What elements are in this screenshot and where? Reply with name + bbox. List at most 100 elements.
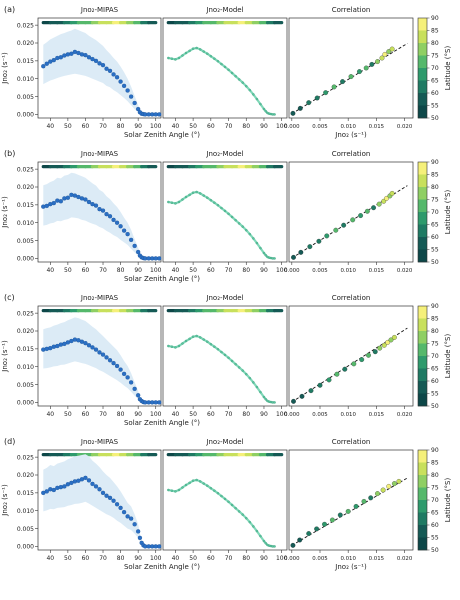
mipas-point [51,200,56,206]
mipas-point [128,516,134,521]
x-tick-label: 100 [150,411,162,418]
axes-frame [288,449,414,551]
mipas-point [121,371,127,377]
model-point [209,486,213,490]
colorbar-label: Latitude (°S) [444,334,452,379]
subplot-title: Jno₂-MIPAS [80,294,119,302]
model-point [198,480,202,483]
axes-frame [37,17,162,119]
x-tick-label: 0.010 [340,268,356,274]
correlation-point [345,508,351,514]
model-point [245,84,248,88]
mipas-point [44,203,49,209]
colorbar-tick-label: 60 [431,522,439,529]
model-point [167,200,170,204]
mipas-point [72,479,78,484]
model-point [227,356,230,360]
colorbar-segment [418,368,427,382]
subplot-title: Correlation [332,438,371,446]
correlation-point [326,377,332,383]
x-tick-label: 40 [172,555,180,562]
model-point [202,482,205,485]
axes-frame [162,17,288,119]
y-tick-label: 0.020 [17,328,34,335]
model-point [223,353,227,357]
model-point [237,510,241,513]
colorbar-segment [418,162,427,175]
model-point [262,395,266,399]
mipas-point [136,249,141,255]
mipas-point [90,56,95,62]
model-point [216,347,220,351]
colorbar-tick-label: 90 [431,159,439,166]
colorbar-tick-label: 70 [431,497,439,504]
correlation-point [388,337,394,343]
colorbar-segment [418,30,427,44]
model-point [177,344,181,348]
colorbar-segment [418,105,427,119]
x-tick-label: 90 [134,411,142,418]
x-axis-label: Jno₂ (s⁻¹) [334,563,367,571]
mipas-point [118,224,123,229]
x-tick-label: 100 [276,555,288,562]
y-tick-label: 0.010 [17,220,34,227]
model-point [234,74,237,78]
correlation-point [382,51,388,57]
model-point [206,340,209,343]
mipas-point [107,68,113,74]
mipas-point [111,72,116,77]
model-point [230,215,234,219]
x-tick-label: 80 [117,267,125,274]
model-point [202,194,205,197]
correlation-point [361,498,367,504]
colorbar-segment [418,174,427,188]
y-tick-label: 0.025 [17,166,34,173]
x-tick-label: 0.005 [312,124,327,130]
mipas-point [41,204,46,209]
model-point [209,198,213,202]
mipas-uncertainty-band [43,454,160,547]
mipas-point [132,522,137,527]
y-tick-label: 0.020 [17,184,34,191]
model-point [198,336,202,339]
model-point [220,62,223,66]
x-tick-label: 50 [189,555,197,562]
model-point [237,366,241,369]
y-tick-label: 0.000 [17,256,34,263]
subplot-title: Jno₂-Model [205,294,243,302]
model-line [168,46,275,116]
x-tick-label: 40 [46,123,54,130]
x-tick-label: 0.020 [397,556,413,562]
model-point [237,78,241,81]
model-point [259,534,262,538]
x-tick-label: 40 [46,411,54,418]
mipas-point [157,544,162,549]
correlation-point [350,217,356,223]
mipas-point [132,386,137,392]
mipas-point [136,393,141,398]
x-axis-label: Solar Zenith Angle (°) [124,563,200,571]
mipas-point [121,83,127,89]
model-point [167,488,170,492]
mipas-point [97,350,102,355]
x-tick-label: 60 [82,267,90,274]
correlation-point [290,542,296,548]
model-point [248,520,252,524]
colorbar-label: Latitude (°S) [444,46,452,91]
colorbar-tick-label: 80 [431,40,439,47]
mipas-point [111,217,116,223]
correlation-point [348,74,354,80]
x-tick-label: 90 [260,123,268,130]
correlation-point [391,481,397,487]
model-point [223,209,227,213]
mipas-point [114,220,120,225]
mipas-point [114,363,120,369]
x-tick-label: 70 [225,123,233,130]
colorbar-segment [418,318,427,332]
model-point [245,516,248,520]
colorbar-tick-label: 75 [431,341,439,348]
mipas-point [58,342,63,347]
model-line [168,334,275,404]
x-tick-label: 50 [64,555,72,562]
correlation-point [297,105,303,111]
